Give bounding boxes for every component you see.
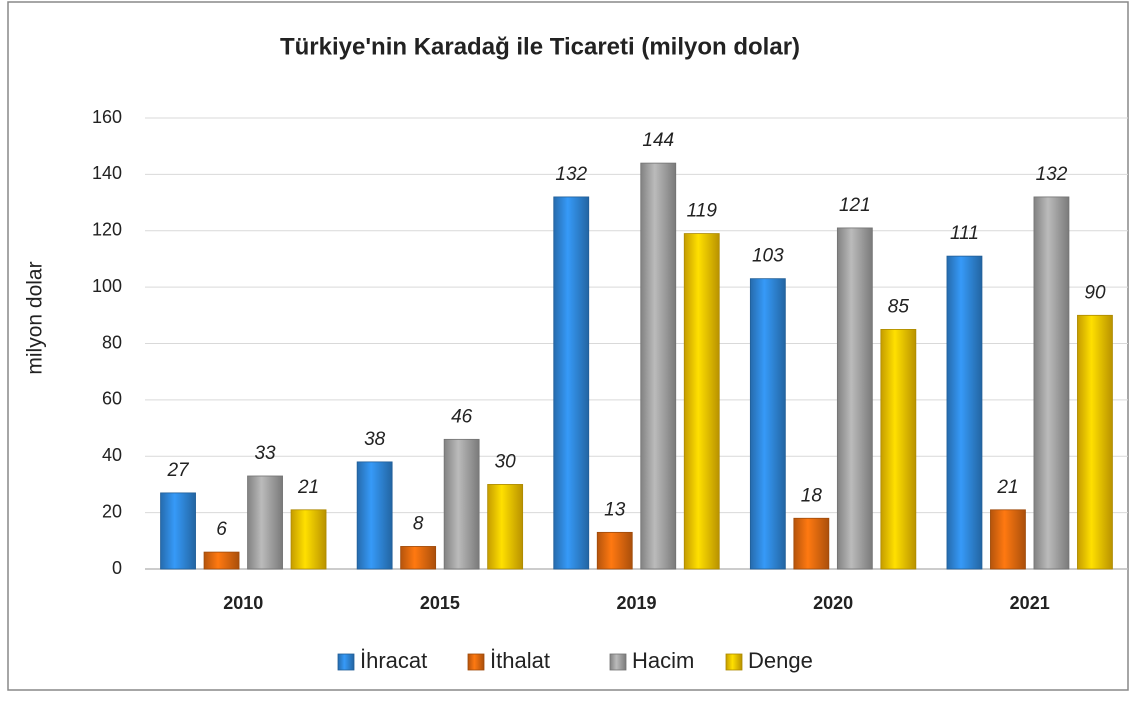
data-label: 90 <box>1084 282 1106 303</box>
data-label: 38 <box>364 429 386 450</box>
bar <box>640 162 677 570</box>
data-label: 33 <box>254 443 276 464</box>
bar <box>356 461 393 570</box>
data-label: 21 <box>996 477 1018 498</box>
bar <box>836 227 873 570</box>
y-tick-label: 40 <box>102 445 122 465</box>
data-label: 132 <box>1036 164 1068 185</box>
y-tick-label: 0 <box>112 558 122 578</box>
bar <box>553 196 590 570</box>
bar <box>400 546 437 570</box>
data-label: 144 <box>642 130 674 151</box>
data-label: 30 <box>495 451 517 472</box>
x-tick-label: 2020 <box>813 593 853 613</box>
data-label: 8 <box>413 513 424 534</box>
bar <box>1033 196 1070 570</box>
bar <box>880 329 917 570</box>
data-label: 85 <box>888 296 910 317</box>
data-label: 18 <box>801 485 823 506</box>
bar <box>1077 314 1113 570</box>
legend-swatch <box>609 653 627 671</box>
x-tick-label: 2015 <box>420 593 460 613</box>
bar <box>443 438 480 570</box>
x-tick-label: 2019 <box>616 593 656 613</box>
bar <box>683 233 720 570</box>
y-axis-label: milyon dolar <box>24 261 47 374</box>
y-tick-label: 60 <box>102 389 122 409</box>
data-label: 13 <box>604 499 626 520</box>
y-tick-label: 120 <box>92 220 122 240</box>
data-label: 121 <box>839 195 871 216</box>
bar <box>247 475 283 570</box>
bar <box>990 509 1026 570</box>
data-label: 27 <box>166 460 190 481</box>
bar <box>160 492 196 570</box>
data-label: 103 <box>752 246 784 267</box>
bar <box>749 278 786 570</box>
bar <box>487 484 524 570</box>
data-label: 132 <box>555 164 587 185</box>
legend-label: Hacim <box>632 648 694 673</box>
legend-swatch <box>337 653 355 671</box>
legend-label: Denge <box>748 648 813 673</box>
legend-swatch <box>467 653 485 671</box>
y-tick-label: 140 <box>92 163 122 183</box>
bar <box>793 517 830 570</box>
chart-title: Türkiye'nin Karadağ ile Ticareti (milyon… <box>280 33 800 60</box>
data-label: 21 <box>297 477 319 498</box>
bar <box>596 531 633 570</box>
legend-label: İhracat <box>360 648 427 673</box>
y-tick-label: 80 <box>102 332 122 352</box>
y-tick-label: 20 <box>102 501 122 521</box>
bar <box>203 551 240 570</box>
data-label: 6 <box>216 519 227 540</box>
bar <box>946 255 983 570</box>
y-tick-label: 100 <box>92 276 122 296</box>
y-tick-label: 160 <box>92 107 122 127</box>
x-tick-label: 2021 <box>1010 593 1050 613</box>
data-label: 119 <box>687 201 718 222</box>
data-label: 46 <box>451 406 473 427</box>
data-label: 111 <box>950 223 979 244</box>
legend-swatch <box>725 653 743 671</box>
x-tick-label: 2010 <box>223 593 263 613</box>
bar <box>290 509 327 570</box>
legend-label: İthalat <box>490 648 550 673</box>
